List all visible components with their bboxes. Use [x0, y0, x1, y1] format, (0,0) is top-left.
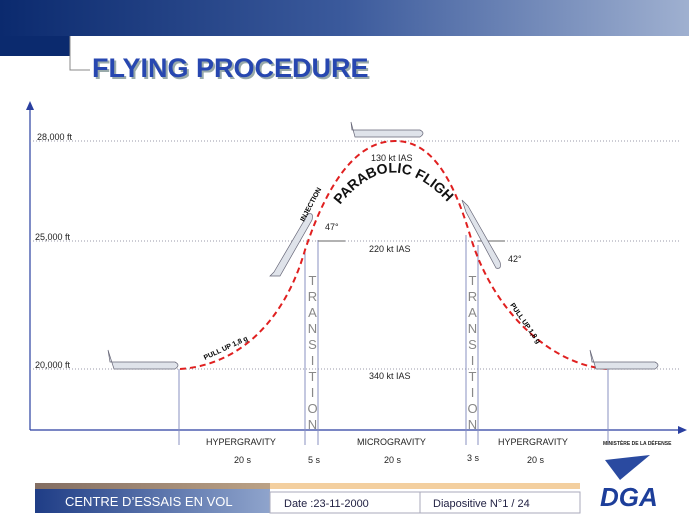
x-arrow	[678, 426, 687, 434]
pull-up: PULL UP 1,8 g	[508, 302, 541, 345]
ministry: MINISTÈRE DE LA DÉFENSE	[603, 441, 672, 447]
footer-stripe	[35, 483, 580, 489]
footer-center: CENTRE D’ESSAIS EN VOL	[65, 494, 233, 509]
footer-slide: Diapositive N°1 / 24	[433, 498, 530, 510]
altitude: 25,000 ft	[35, 232, 71, 242]
phase-lines	[178, 235, 609, 445]
logo: DGA	[600, 482, 658, 512]
axes	[29, 108, 680, 431]
angle: 47°	[325, 222, 339, 232]
speed: 130 kt IAS	[371, 153, 413, 163]
phase: HYPERGRAVITY	[206, 437, 276, 447]
footer-box	[269, 491, 581, 514]
altitude: 28,000 ft	[37, 132, 73, 142]
trajectory	[179, 139, 611, 370]
phase: HYPERGRAVITY	[498, 437, 568, 447]
transition: TRANSITION	[465, 273, 480, 433]
duration: 20 s	[234, 455, 252, 465]
footer-date: Date :23-11-2000	[284, 498, 369, 510]
duration: 20 s	[527, 455, 545, 465]
logo-mark	[605, 455, 650, 480]
angle: 42°	[508, 254, 522, 264]
altitude: 20,000 ft	[35, 360, 71, 370]
title: FLYING PROCEDURE	[92, 53, 369, 83]
planes	[107, 121, 659, 370]
speed: 340 kt IAS	[369, 371, 411, 381]
duration: 3 s	[467, 453, 480, 463]
duration: 5 s	[308, 455, 321, 465]
title-shadow: FLYING PROCEDURE	[94, 55, 371, 85]
transition: TRANSITION	[305, 273, 320, 433]
phase: MICROGRAVITY	[357, 437, 426, 447]
banner-tab	[0, 36, 70, 56]
speed: 220 kt IAS	[369, 244, 411, 254]
banner	[0, 0, 689, 36]
pull-up: PULL UP 1,8 g	[203, 335, 249, 361]
duration: 20 s	[384, 455, 402, 465]
title-bracket	[69, 36, 90, 71]
y-arrow	[26, 101, 34, 110]
